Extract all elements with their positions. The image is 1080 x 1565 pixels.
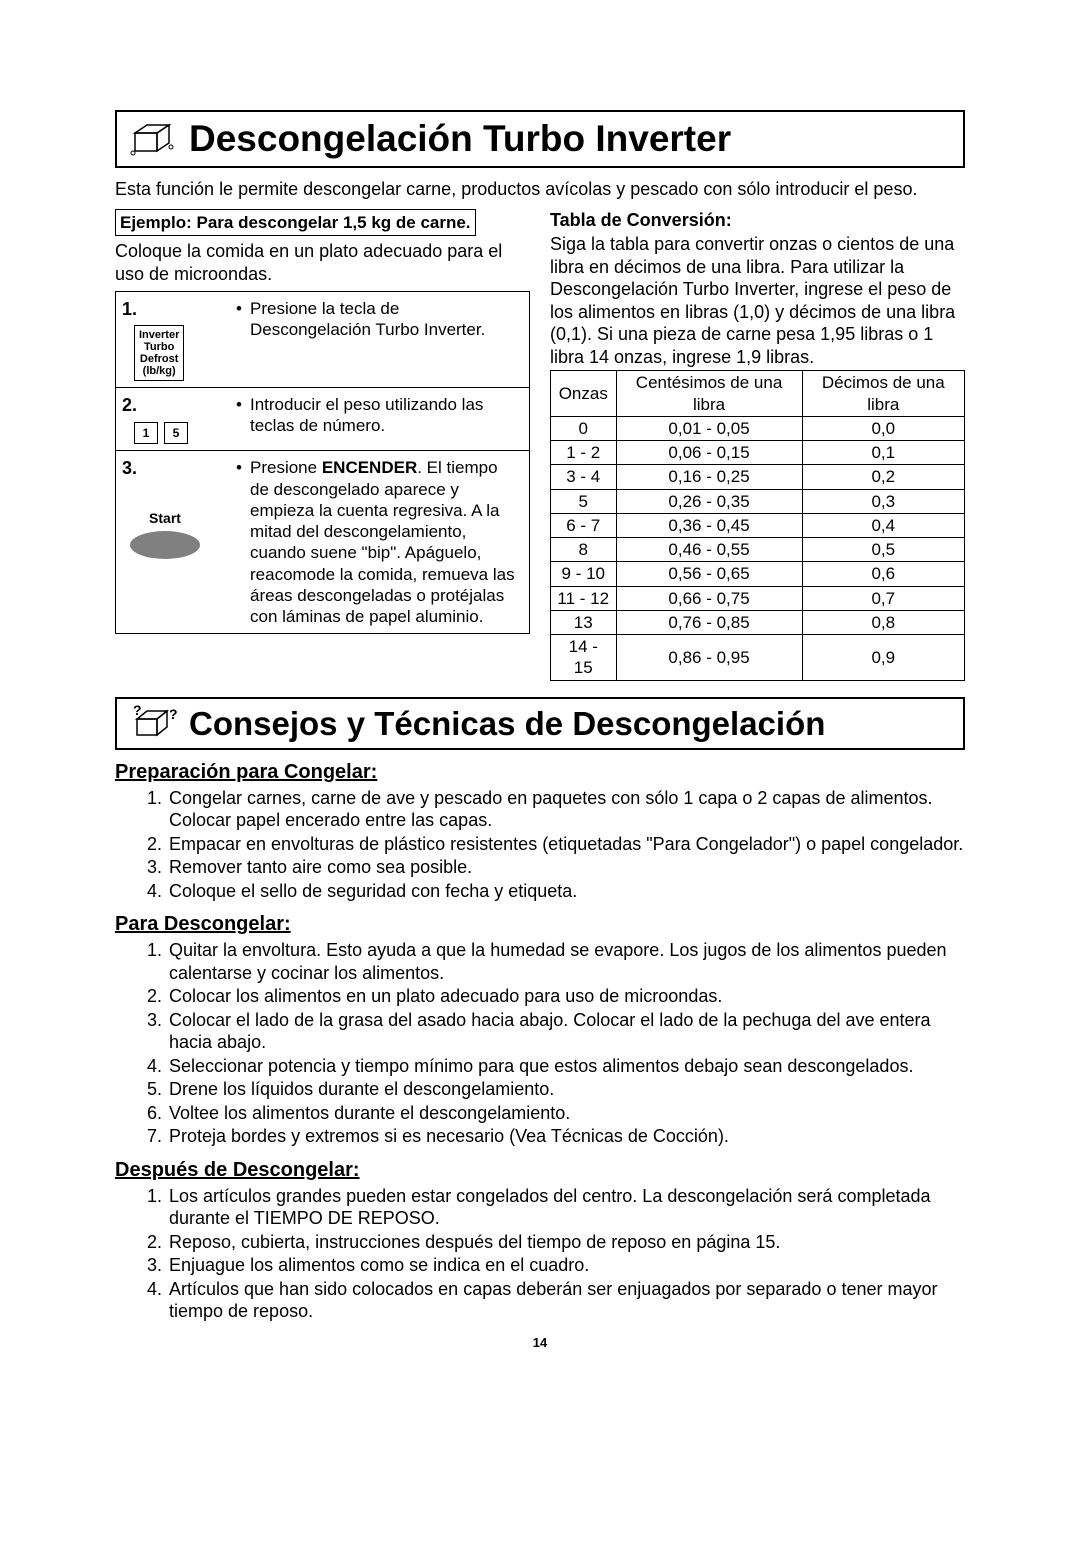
conversion-table: Onzas Centésimos de una libra Décimos de… (550, 370, 965, 680)
start-label: Start (149, 510, 181, 528)
svg-text:?: ? (169, 706, 177, 722)
tips-list: 1.Congelar carnes, carne de ave y pescad… (115, 787, 965, 903)
table-row: 80,46 - 0,550,5 (551, 538, 965, 562)
table-row: 50,26 - 0,350,3 (551, 489, 965, 513)
list-item: 7.Proteja bordes y extremos si es necesa… (147, 1125, 965, 1148)
list-item: 1.Quitar la envoltura. Esto ayuda a que … (147, 939, 965, 984)
conv-th-0: Onzas (551, 371, 617, 417)
section1-columns: Ejemplo: Para descongelar 1,5 kg de carn… (115, 209, 965, 681)
inverter-defrost-button: Inverter Turbo Defrost (lb/kg) (134, 325, 184, 381)
step-row-2: 2. 1 5 •Introducir el peso utilizando la… (116, 388, 529, 452)
table-row: 14 - 150,86 - 0,950,9 (551, 635, 965, 681)
tips-box-icon: ? ? (127, 703, 177, 743)
tips-list: 1.Quitar la envoltura. Esto ayuda a que … (115, 939, 965, 1148)
step1-desc: •Presione la tecla de Descongelación Tur… (236, 292, 529, 387)
list-item: 3.Colocar el lado de la grasa del asado … (147, 1009, 965, 1054)
steps-table: 1. Inverter Turbo Defrost (lb/kg) •Presi… (115, 291, 530, 634)
tips-subheading: Para Descongelar: (115, 912, 965, 937)
section1-intro: Esta función le permite descongelar carn… (115, 178, 965, 201)
table-row: 6 - 70,36 - 0,450,4 (551, 513, 965, 537)
example-note: Coloque la comida en un plato adecuado p… (115, 240, 530, 285)
step2-desc: •Introducir el peso utilizando las tecla… (236, 388, 529, 451)
section1-left: Ejemplo: Para descongelar 1,5 kg de carn… (115, 209, 530, 635)
tips-list: 1.Los artículos grandes pueden estar con… (115, 1185, 965, 1323)
key-1: 1 (134, 422, 158, 444)
table-row: 130,76 - 0,850,8 (551, 610, 965, 634)
defrost-box-icon (127, 119, 177, 159)
tips-subheading: Preparación para Congelar: (115, 760, 965, 785)
table-row: 9 - 100,56 - 0,650,6 (551, 562, 965, 586)
list-item: 2.Colocar los alimentos en un plato adec… (147, 985, 965, 1008)
list-item: 4.Seleccionar potencia y tiempo mínimo p… (147, 1055, 965, 1078)
section1-title: Descongelación Turbo Inverter (189, 116, 731, 162)
section2-title-bar: ? ? Consejos y Técnicas de Descongelació… (115, 697, 965, 750)
start-oval-icon (130, 531, 200, 559)
table-row: 11 - 120,66 - 0,750,7 (551, 586, 965, 610)
list-item: 2.Reposo, cubierta, instrucciones despué… (147, 1231, 965, 1254)
list-item: 4.Coloque el sello de seguridad con fech… (147, 880, 965, 903)
step1-num: 1. (122, 298, 137, 321)
section2-title: Consejos y Técnicas de Descongelación (189, 703, 825, 744)
table-row: 00,01 - 0,050,0 (551, 416, 965, 440)
step2-num-cell: 2. 1 5 (116, 388, 236, 451)
step3-num-cell: 3. Start (116, 451, 236, 633)
step-row-1: 1. Inverter Turbo Defrost (lb/kg) •Presi… (116, 292, 529, 388)
step3-desc: • Presione ENCENDER. El tiempo de descon… (236, 451, 529, 633)
number-keys: 1 5 (134, 422, 188, 444)
start-button-graphic: Start (130, 510, 200, 560)
list-item: 3.Remover tanto aire como sea posible. (147, 856, 965, 879)
section1-right: Tabla de Conversión: Siga la tabla para … (550, 209, 965, 681)
step3-num: 3. (122, 457, 137, 480)
svg-text:?: ? (133, 703, 142, 718)
tips-subheading: Después de Descongelar: (115, 1158, 965, 1183)
section1-title-bar: Descongelación Turbo Inverter (115, 110, 965, 168)
conv-th-2: Décimos de una libra (802, 371, 964, 417)
section2: ? ? Consejos y Técnicas de Descongelació… (115, 697, 965, 1323)
example-label: Ejemplo: Para descongelar 1,5 kg de carn… (115, 209, 476, 236)
conv-th-1: Centésimos de una libra (616, 371, 802, 417)
page-number: 14 (115, 1335, 965, 1351)
list-item: 1.Congelar carnes, carne de ave y pescad… (147, 787, 965, 832)
key-5: 5 (164, 422, 188, 444)
list-item: 1.Los artículos grandes pueden estar con… (147, 1185, 965, 1230)
step-row-3: 3. Start • Presione ENCENDER. El tiempo … (116, 451, 529, 633)
list-item: 5.Drene los líquidos durante el desconge… (147, 1078, 965, 1101)
table-row: 3 - 40,16 - 0,250,2 (551, 465, 965, 489)
step2-num: 2. (122, 394, 137, 417)
conversion-intro: Siga la tabla para convertir onzas o cie… (550, 233, 965, 368)
step1-num-cell: 1. Inverter Turbo Defrost (lb/kg) (116, 292, 236, 387)
conversion-heading: Tabla de Conversión: (550, 209, 965, 232)
list-item: 6.Voltee los alimentos durante el descon… (147, 1102, 965, 1125)
table-row: 1 - 20,06 - 0,150,1 (551, 441, 965, 465)
list-item: 4.Artículos que han sido colocados en ca… (147, 1278, 965, 1323)
list-item: 3.Enjuague los alimentos como se indica … (147, 1254, 965, 1277)
list-item: 2.Empacar en envolturas de plástico resi… (147, 833, 965, 856)
